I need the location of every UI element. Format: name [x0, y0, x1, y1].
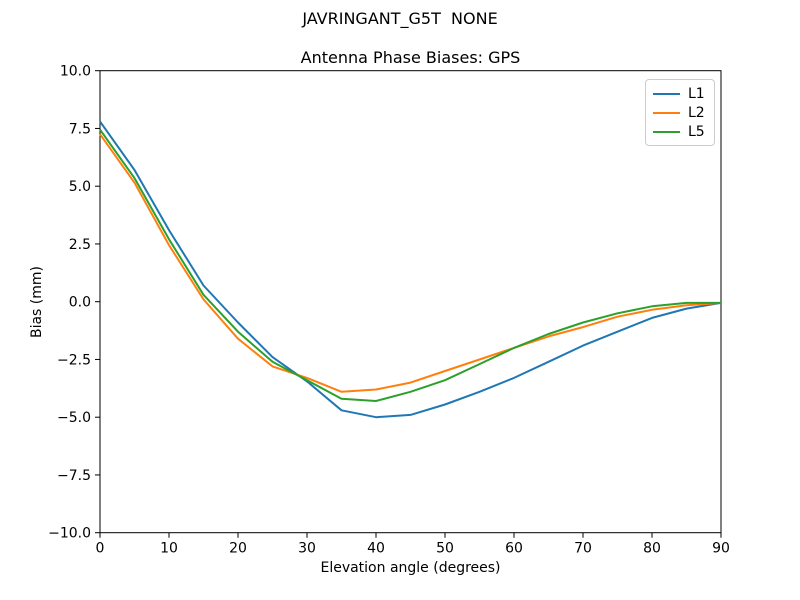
y-tick-label: −7.5: [57, 468, 91, 484]
plot-frame: [99, 70, 722, 534]
legend-line-swatch-L2: [653, 111, 680, 114]
y-tick-label: 0.0: [69, 295, 91, 311]
x-tick-label: 70: [574, 541, 592, 557]
series-line-L1: [99, 120, 722, 419]
y-tick-label: −5.0: [57, 410, 91, 426]
y-tick-label: 10.0: [60, 64, 91, 80]
y-tick-label: 5.0: [69, 179, 91, 195]
y-axis-label: Bias (mm): [29, 265, 45, 339]
legend-line-swatch-L5: [653, 130, 680, 133]
x-axis-label: Elevation angle (degrees): [320, 560, 501, 576]
legend: L1 L2 L5: [645, 79, 715, 146]
legend-line-swatch-L1: [653, 92, 680, 95]
y-tick-label: 7.5: [69, 121, 91, 137]
y-tick-label: −2.5: [57, 352, 91, 368]
legend-item-L2: L2: [653, 106, 707, 120]
y-tick-label: −10.0: [48, 526, 91, 542]
x-tick-label: 90: [712, 541, 730, 557]
figure-title: JAVRINGANT_G5T NONE: [302, 9, 498, 28]
legend-label: L1: [688, 85, 705, 102]
y-tick-label: 2.5: [69, 237, 91, 253]
axes-title: Antenna Phase Biases: GPS: [300, 48, 521, 67]
x-tick-label: 0: [96, 541, 105, 557]
x-tick-label: 40: [367, 541, 385, 557]
legend-label: L5: [688, 123, 705, 140]
legend-item-L5: L5: [653, 125, 707, 139]
x-tick-label: 80: [643, 541, 661, 557]
series-line-L2: [99, 133, 722, 393]
x-tick-label: 10: [160, 541, 178, 557]
x-tick-label: 20: [229, 541, 247, 557]
x-tick-label: 60: [505, 541, 523, 557]
legend-label: L2: [688, 104, 705, 121]
x-tick-label: 30: [298, 541, 316, 557]
legend-item-L1: L1: [653, 87, 707, 101]
x-tick-label: 50: [436, 541, 454, 557]
series-line-L5: [99, 129, 721, 402]
